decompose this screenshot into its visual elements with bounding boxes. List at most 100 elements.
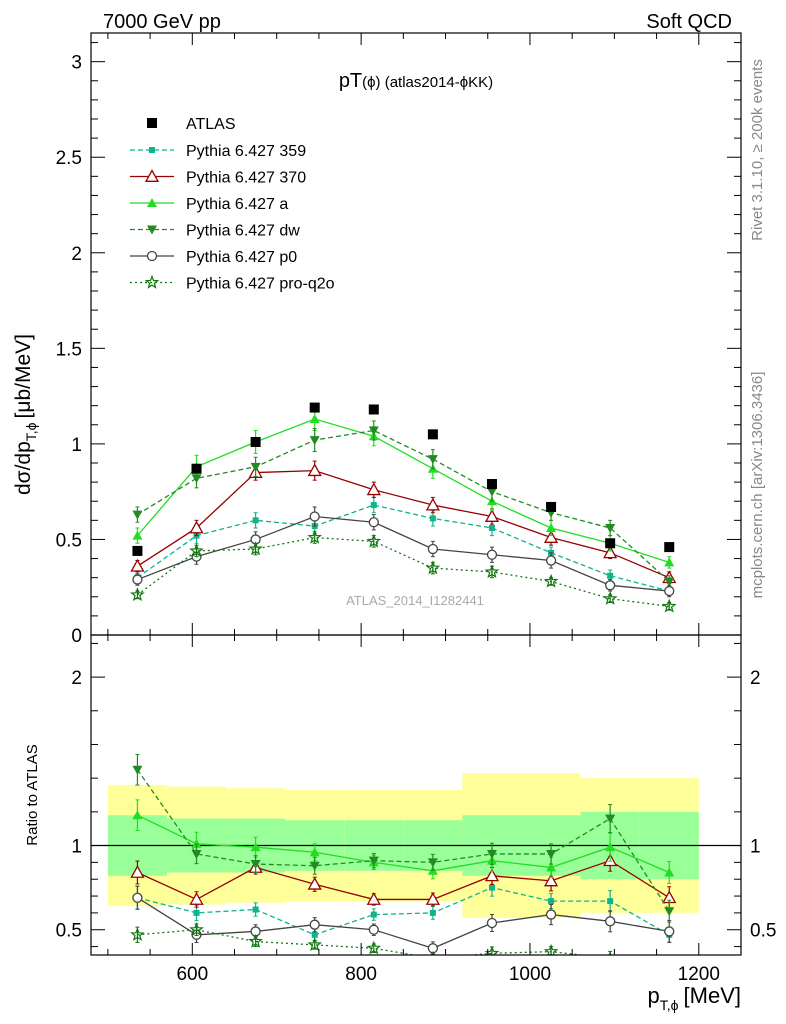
ratio-line-0 [137,886,670,936]
legend-marker-3 [147,225,157,235]
legend-label-5: Pythia 6.427 pro-q2o [186,276,335,293]
ratio-point [425,892,440,905]
ratio-point [370,911,377,918]
ratio-point [132,892,143,903]
x-tick-label: 1000 [509,964,551,985]
header-right: Soft QCD [646,11,732,33]
ratio-y-tick-label-left: 1 [71,837,82,858]
series-point [366,482,381,496]
ratio-series-group [130,753,677,972]
legend-label-3: Pythia 6.427 dw [186,223,300,240]
ratio-point [248,933,263,948]
ratio-y-tick-label-right: 2 [750,668,761,689]
y-axis-title: dσ/dpT,ϕ [μb/MeV] [12,334,39,495]
y-tick-label: 3 [71,53,82,74]
series-point [189,543,204,558]
legend-label-2: Pythia 6.427 a [186,196,288,213]
ratio-point [605,842,616,852]
y-tick-label: 2 [71,244,82,265]
x-tick-label: 1200 [678,964,720,985]
series-point [368,517,379,528]
series-point [132,510,143,520]
atlas-data-point [664,542,675,553]
ratio-y-tick-label-left: 2 [71,668,82,689]
ratio-line-1 [137,859,670,901]
xlabel-main: p [648,983,660,1008]
ratio-point [250,860,261,870]
ratio-frame [90,634,742,956]
series-point [425,497,440,511]
ratio-series-1 [130,849,677,910]
ratio-point [368,924,379,935]
y-tick-label: 0.5 [56,530,82,551]
mcplots-label: mcplots.cern.ch [arXiv:1306.3436] [749,372,766,599]
series-point [130,587,145,602]
ratio-point [252,906,259,913]
ratio-point [366,940,382,955]
ratio-point [664,907,675,917]
ratio-point [130,865,145,878]
ylabel-units: [μb/MeV] [12,334,35,418]
series-point [605,580,616,591]
series-point [368,426,379,436]
ratio-point [546,862,557,872]
series-point [427,543,439,555]
ratio-series-5 [130,921,676,972]
series-point [661,598,677,613]
ratio-point [484,868,500,882]
ratio-point [543,873,559,887]
series-point [307,463,322,477]
series-point [130,558,145,572]
legend-label-atlas: ATLAS [186,116,236,133]
ratio-line-2 [137,814,670,874]
series-0 [134,496,673,596]
ratio-point [309,847,320,857]
series-point [543,530,559,543]
series-point [309,414,320,424]
x-tick-label: 600 [176,964,208,985]
ratio-point [605,814,616,824]
ratio-point [309,861,320,871]
ylabel-main: dσ/dp [12,441,35,495]
ratio-point [664,961,676,972]
series-point [545,555,557,566]
series-point [252,517,259,524]
ratio-point [307,876,322,890]
x-tick-label: 800 [345,964,377,985]
header-left: 7000 GeV pp [103,11,221,33]
ratio-point [311,931,318,938]
xlabel-sub: T,ϕ [660,997,679,1013]
series-point [250,462,261,472]
series-line-2 [136,418,670,563]
series-point [425,560,441,575]
ratio-point [543,943,559,955]
series-point [484,564,500,579]
series-point [664,557,675,567]
main-series-group [130,407,677,613]
legend-label-0: Pythia 6.427 359 [186,143,306,160]
ratio-series-3 [132,753,675,923]
ratio-point [664,926,675,937]
ratio-point [429,909,436,916]
ratio-y-tick-label-left: 0.5 [56,921,82,942]
plot-title: pT(ϕ) (atlas2014-ϕKK) [339,70,493,92]
y-tick-label: 1.5 [56,339,82,360]
legend-label-4: Pythia 6.427 p0 [186,249,297,266]
series-5 [130,529,677,613]
atlas-data-point [132,545,143,556]
ratio-point [191,849,202,859]
ratio-y-axis-title: Ratio to ATLAS [24,744,41,845]
series-point [132,574,143,585]
series-1 [130,460,677,584]
ratio-y-tick-label-right: 1 [750,837,761,858]
ratio-line-3 [136,769,670,912]
series-4 [132,506,675,598]
series-2 [132,407,675,569]
y-tick-label: 2.5 [56,148,82,169]
legend-marker-4 [146,250,158,262]
rivet-label: Rivet 3.1.10, ≥ 200k events [749,59,766,241]
series-point [429,515,436,522]
series-line-4 [137,515,670,592]
series-point [607,572,614,579]
ratio-point [130,927,145,941]
